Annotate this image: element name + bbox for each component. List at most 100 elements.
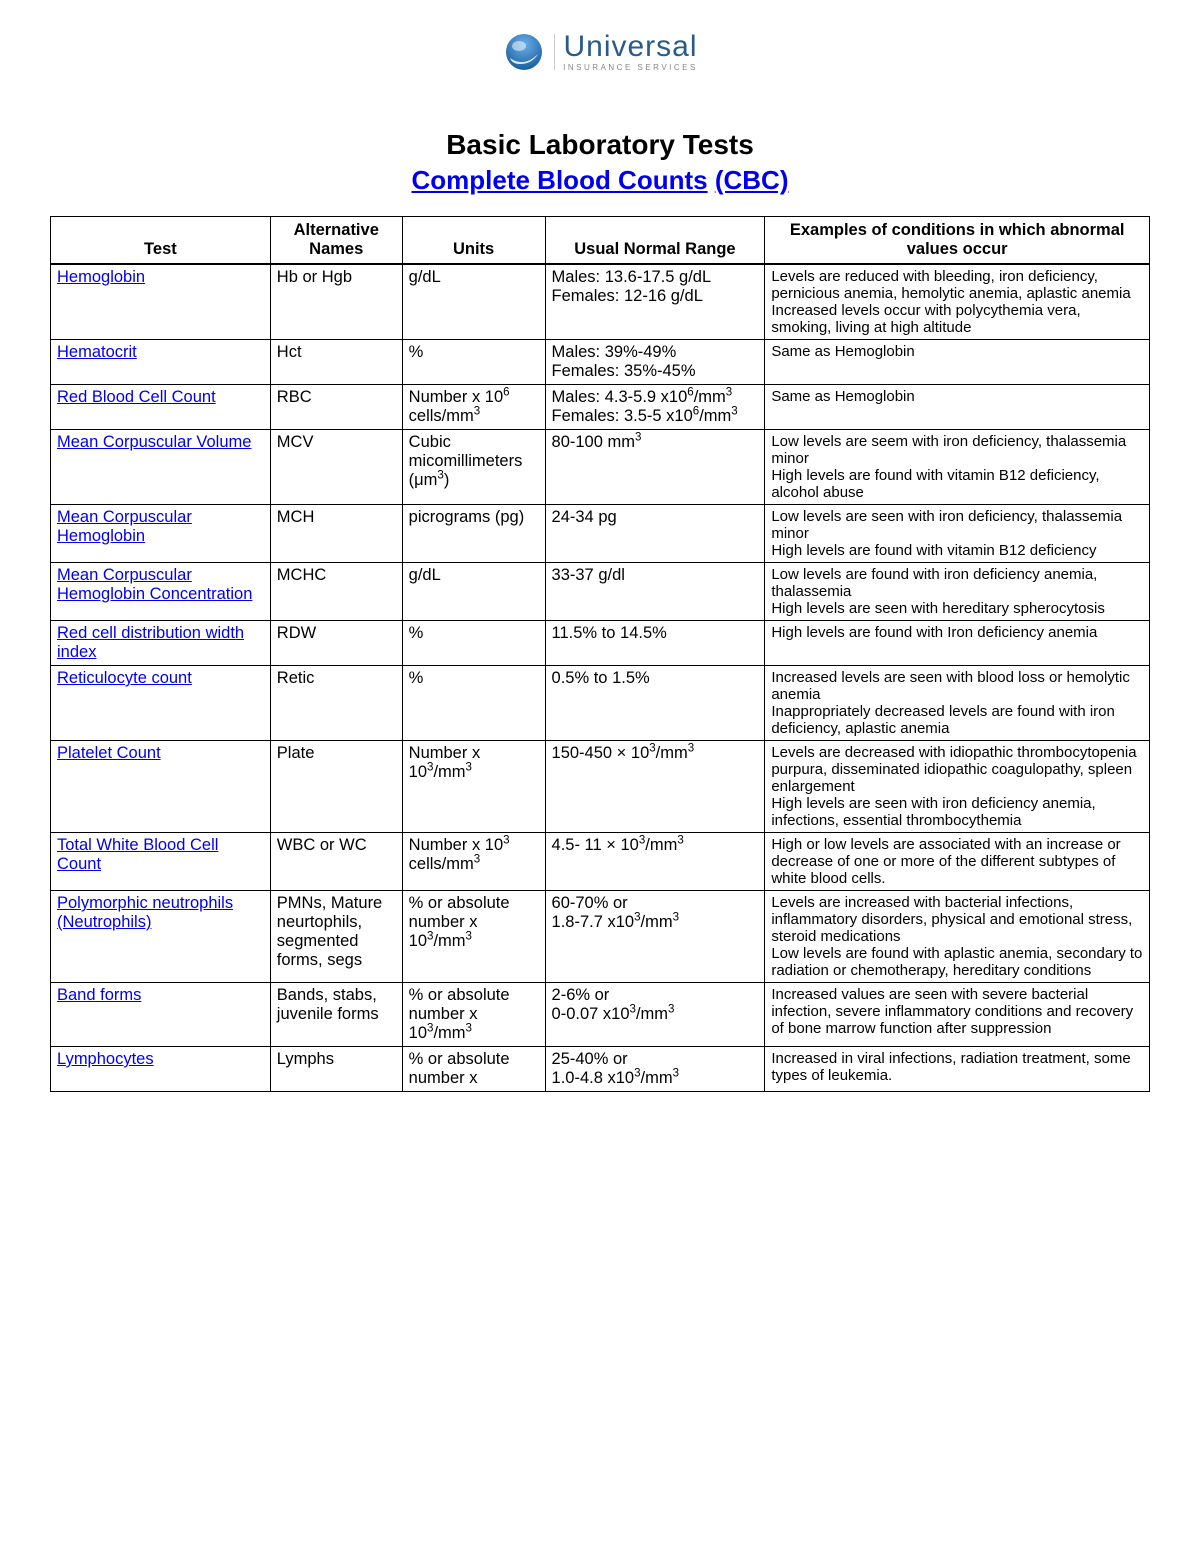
cell-alt: MCHC xyxy=(270,563,402,621)
cell-test: Band forms xyxy=(51,983,271,1047)
table-row: Platelet CountPlateNumber x 103/mm3150-4… xyxy=(51,741,1150,833)
cell-range: 2-6% or0-0.07 x103/mm3 xyxy=(545,983,765,1047)
cell-test: Lymphocytes xyxy=(51,1047,271,1092)
cell-conditions: Levels are increased with bacterial infe… xyxy=(765,891,1150,983)
universal-logo-icon xyxy=(502,30,546,74)
cell-range: 0.5% to 1.5% xyxy=(545,666,765,741)
test-link[interactable]: Reticulocyte count xyxy=(57,669,192,687)
cell-units: g/dL xyxy=(402,563,545,621)
table-header-row: Test Alternative Names Units Usual Norma… xyxy=(51,217,1150,265)
cell-conditions: Same as Hemoglobin xyxy=(765,340,1150,385)
table-row: Red cell distribution width index RDW%11.… xyxy=(51,621,1150,666)
subtitle-link-cbc[interactable]: Complete Blood Counts xyxy=(412,165,708,195)
cell-alt: MCH xyxy=(270,505,402,563)
cell-test: Reticulocyte count xyxy=(51,666,271,741)
cell-conditions: Low levels are found with iron deficienc… xyxy=(765,563,1150,621)
cell-range: 80-100 mm3 xyxy=(545,430,765,505)
header-cond: Examples of conditions in which abnormal… xyxy=(765,217,1150,265)
page-subtitle: Complete Blood Counts (CBC) xyxy=(50,165,1150,196)
cell-test: Mean Corpuscular Hemoglobin Concentratio… xyxy=(51,563,271,621)
cell-range: Males: 13.6-17.5 g/dLFemales: 12-16 g/dL xyxy=(545,264,765,340)
test-link[interactable]: Red cell distribution width index xyxy=(57,624,244,661)
cell-units: Number x 106 cells/mm3 xyxy=(402,385,545,430)
page-title: Basic Laboratory Tests xyxy=(50,129,1150,161)
cell-units: Number x 103 cells/mm3 xyxy=(402,833,545,891)
cell-alt: Retic xyxy=(270,666,402,741)
table-row: HematocritHct%Males: 39%-49%Females: 35%… xyxy=(51,340,1150,385)
cell-alt: MCV xyxy=(270,430,402,505)
cell-range: Males: 4.3-5.9 x106/mm3Females: 3.5-5 x1… xyxy=(545,385,765,430)
subtitle-link-cbc-abbr[interactable]: (CBC) xyxy=(715,165,789,195)
cell-conditions: Levels are reduced with bleeding, iron d… xyxy=(765,264,1150,340)
cell-test: Mean Corpuscular Hemoglobin xyxy=(51,505,271,563)
logo-sub-text: INSURANCE SERVICES xyxy=(563,64,698,72)
page-titles: Basic Laboratory Tests Complete Blood Co… xyxy=(50,129,1150,196)
header-units: Units xyxy=(402,217,545,265)
cell-range: 25-40% or1.0-4.8 x103/mm3 xyxy=(545,1047,765,1092)
cell-test: Hemoglobin xyxy=(51,264,271,340)
cell-conditions: Increased levels are seen with blood los… xyxy=(765,666,1150,741)
cell-test: Polymorphic neutrophils (Neutrophils) xyxy=(51,891,271,983)
cell-units: % or absolute number x 103/mm3 xyxy=(402,983,545,1047)
cell-conditions: Same as Hemoglobin xyxy=(765,385,1150,430)
cell-units: % xyxy=(402,621,545,666)
cell-test: Red cell distribution width index xyxy=(51,621,271,666)
cell-units: picrograms (pg) xyxy=(402,505,545,563)
test-link[interactable]: Mean Corpuscular Hemoglobin xyxy=(57,508,192,545)
test-link[interactable]: Lymphocytes xyxy=(57,1050,154,1068)
cell-test: Total White Blood Cell Count xyxy=(51,833,271,891)
logo-area: Universal INSURANCE SERVICES xyxy=(50,30,1150,79)
table-row: Lymphocytes Lymphs% or absolute number x2… xyxy=(51,1047,1150,1092)
cell-conditions: Increased values are seen with severe ba… xyxy=(765,983,1150,1047)
table-row: Hemoglobin Hb or Hgbg/dLMales: 13.6-17.5 … xyxy=(51,264,1150,340)
cell-range: 33-37 g/dl xyxy=(545,563,765,621)
cell-alt: Lymphs xyxy=(270,1047,402,1092)
test-link[interactable]: Mean Corpuscular Hemoglobin Concentratio… xyxy=(57,566,252,603)
logo-main-text: Universal xyxy=(563,32,698,62)
test-link[interactable]: Band forms xyxy=(57,986,141,1004)
test-link[interactable]: Hematocrit xyxy=(57,343,137,361)
test-link[interactable]: Red Blood Cell Count xyxy=(57,388,216,406)
cell-units: % or absolute number x xyxy=(402,1047,545,1092)
cell-alt: PMNs, Mature neurtophils, segmented form… xyxy=(270,891,402,983)
cell-alt: WBC or WC xyxy=(270,833,402,891)
cell-units: % xyxy=(402,666,545,741)
cell-range: 24-34 pg xyxy=(545,505,765,563)
header-alt: Alternative Names xyxy=(270,217,402,265)
cell-conditions: Low levels are seen with iron deficiency… xyxy=(765,505,1150,563)
logo-divider xyxy=(554,34,555,70)
table-row: Band forms Bands, stabs, juvenile forms% … xyxy=(51,983,1150,1047)
cell-test: Red Blood Cell Count xyxy=(51,385,271,430)
cell-conditions: Increased in viral infections, radiation… xyxy=(765,1047,1150,1092)
cell-test: Mean Corpuscular Volume xyxy=(51,430,271,505)
cell-alt: Bands, stabs, juvenile forms xyxy=(270,983,402,1047)
table-row: Mean Corpuscular Hemoglobin MCHpicrograms… xyxy=(51,505,1150,563)
logo: Universal INSURANCE SERVICES xyxy=(502,30,698,74)
cell-conditions: High or low levels are associated with a… xyxy=(765,833,1150,891)
header-test: Test xyxy=(51,217,271,265)
cell-conditions: Levels are decreased with idiopathic thr… xyxy=(765,741,1150,833)
test-link[interactable]: Mean Corpuscular Volume xyxy=(57,433,251,451)
header-range: Usual Normal Range xyxy=(545,217,765,265)
cell-range: 11.5% to 14.5% xyxy=(545,621,765,666)
cell-alt: Hb or Hgb xyxy=(270,264,402,340)
test-link[interactable]: Polymorphic neutrophils (Neutrophils) xyxy=(57,894,233,931)
table-body: HemoglobinHb or Hgbg/dLMales: 13.6-17.5 … xyxy=(51,264,1150,1092)
cell-alt: Plate xyxy=(270,741,402,833)
cell-alt: RDW xyxy=(270,621,402,666)
logo-text: Universal INSURANCE SERVICES xyxy=(563,32,698,72)
cell-conditions: High levels are found with Iron deficien… xyxy=(765,621,1150,666)
cell-test: Platelet Count xyxy=(51,741,271,833)
cell-alt: RBC xyxy=(270,385,402,430)
cell-test: Hematocrit xyxy=(51,340,271,385)
test-link[interactable]: Platelet Count xyxy=(57,744,161,762)
table-row: Mean Corpuscular VolumeMCVCubic micomill… xyxy=(51,430,1150,505)
cell-range: 4.5- 11 × 103/mm3 xyxy=(545,833,765,891)
test-link[interactable]: Hemoglobin xyxy=(57,268,145,286)
cell-range: 60-70% or1.8-7.7 x103/mm3 xyxy=(545,891,765,983)
table-row: Polymorphic neutrophils (Neutrophils) PMN… xyxy=(51,891,1150,983)
cell-range: 150-450 × 103/mm3 xyxy=(545,741,765,833)
test-link[interactable]: Total White Blood Cell Count xyxy=(57,836,218,873)
cell-units: % xyxy=(402,340,545,385)
cell-units: g/dL xyxy=(402,264,545,340)
